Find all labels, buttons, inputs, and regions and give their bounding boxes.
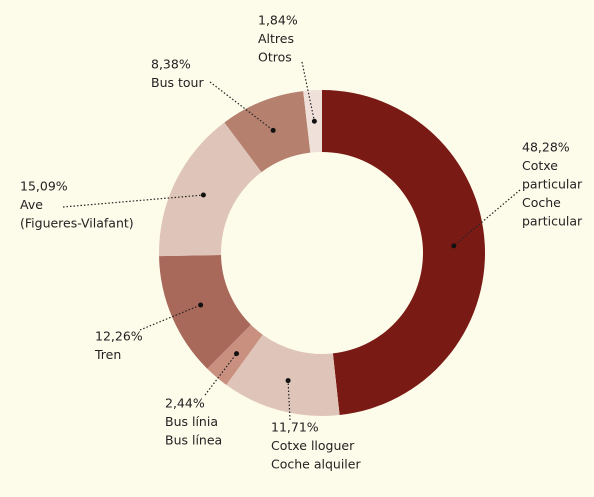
leader-dot [285,378,291,384]
value-label: 2,44% [165,396,205,411]
leader-line [204,353,238,396]
donut-slice [322,90,486,416]
category-label: Cotxe [522,158,558,173]
category-label: Bus tour [151,75,204,90]
leader-dot [270,127,276,133]
leader-line [139,304,201,331]
value-label: 11,71% [271,420,319,435]
category-label: Coche [522,195,561,210]
value-label: 1,84% [258,13,298,28]
leader-line [301,61,315,122]
value-label: 15,09% [20,179,68,194]
leader-line [209,81,274,131]
leader-dot [311,118,317,124]
category-label: Cotxe lloguer [271,438,355,453]
value-label: 12,26% [95,329,143,344]
leader-line [453,189,521,247]
donut-slice [159,254,251,369]
category-label: Bus línia [165,414,218,429]
donut-slice [226,334,340,416]
category-label: particular [522,214,583,229]
donut-slice [158,122,262,257]
value-label: 8,38% [151,57,191,72]
leader-dot [234,351,240,357]
donut-slice [224,91,311,173]
leader-line [62,194,204,208]
leader-dot [451,243,457,249]
value-label: 48,28% [522,140,570,155]
category-label: Tren [94,347,121,362]
category-label: (Figueres-Vilafant) [20,216,134,231]
leader-dot [200,192,206,198]
category-label: Ave [20,197,43,212]
category-label: particular [522,177,583,192]
category-label: Otros [258,50,292,65]
category-label: Altres [258,31,294,46]
leader-line [287,380,291,421]
leader-dot [198,302,204,308]
category-label: Bus línea [165,433,222,448]
category-label: Coche alquiler [271,457,361,472]
